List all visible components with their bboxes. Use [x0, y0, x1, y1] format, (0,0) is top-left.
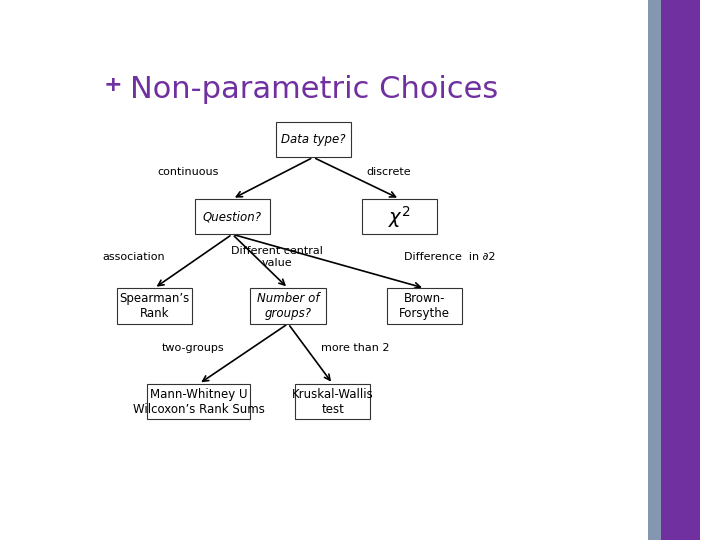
Text: Difference  in ∂2: Difference in ∂2	[404, 252, 495, 262]
FancyBboxPatch shape	[194, 199, 270, 234]
FancyBboxPatch shape	[276, 122, 351, 157]
Text: +: +	[104, 75, 122, 95]
FancyBboxPatch shape	[387, 288, 462, 323]
FancyBboxPatch shape	[295, 384, 370, 419]
Text: Different central
value: Different central value	[231, 246, 323, 268]
Text: continuous: continuous	[157, 167, 218, 177]
FancyBboxPatch shape	[147, 384, 251, 419]
Text: Kruskal-Wallis
test: Kruskal-Wallis test	[292, 388, 374, 416]
Text: association: association	[102, 252, 165, 262]
Text: Data type?: Data type?	[281, 133, 346, 146]
Text: Brown-
Forsythe: Brown- Forsythe	[400, 292, 450, 320]
Text: $\chi^2$: $\chi^2$	[388, 204, 411, 230]
Text: more than 2: more than 2	[321, 343, 390, 353]
FancyBboxPatch shape	[362, 199, 437, 234]
Text: Question?: Question?	[203, 210, 262, 223]
FancyBboxPatch shape	[117, 288, 192, 323]
Text: Number of
groups?: Number of groups?	[257, 292, 320, 320]
Text: discrete: discrete	[366, 167, 411, 177]
Text: Spearman’s
Rank: Spearman’s Rank	[119, 292, 189, 320]
Text: Non-parametric Choices: Non-parametric Choices	[130, 75, 498, 104]
FancyBboxPatch shape	[251, 288, 325, 323]
Text: Mann-Whitney U
Wilcoxon’s Rank Sums: Mann-Whitney U Wilcoxon’s Rank Sums	[133, 388, 265, 416]
Text: two-groups: two-groups	[162, 343, 225, 353]
